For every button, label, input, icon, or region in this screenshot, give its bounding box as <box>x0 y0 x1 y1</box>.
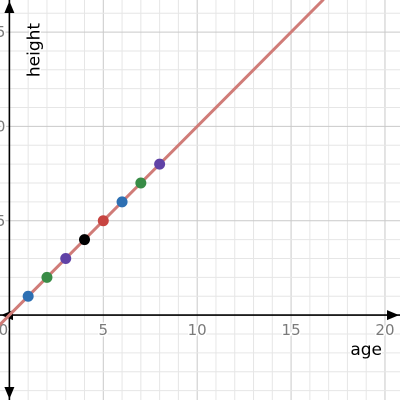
data-point[interactable] <box>97 215 109 227</box>
data-point[interactable] <box>22 290 34 302</box>
x-axis-title: age <box>350 340 382 360</box>
data-point[interactable] <box>60 252 72 264</box>
tick-labels: 0 5 10 15 20 5 10 15 <box>0 22 396 341</box>
x-tick-label: 10 <box>188 321 207 339</box>
y-tick-label: 10 <box>0 117 5 135</box>
data-point[interactable] <box>154 158 166 170</box>
y-axis-title: height <box>24 23 44 78</box>
y-axis-top-arrow <box>4 1 15 13</box>
x-tick-label: 5 <box>99 321 109 339</box>
x-tick-label: 15 <box>282 321 301 339</box>
data-point[interactable] <box>41 271 53 283</box>
x-tick-label: 20 <box>375 321 394 339</box>
y-tick-label: 5 <box>0 212 5 230</box>
data-point[interactable] <box>79 234 91 246</box>
y-tick-label: 15 <box>0 23 5 41</box>
data-point[interactable] <box>135 177 147 189</box>
data-point[interactable] <box>116 196 128 208</box>
data-points <box>22 158 166 302</box>
y-axis-bottom-arrow <box>4 387 15 399</box>
x-tick-label: 0 <box>0 321 8 339</box>
x-axis-right-arrow <box>387 310 399 321</box>
